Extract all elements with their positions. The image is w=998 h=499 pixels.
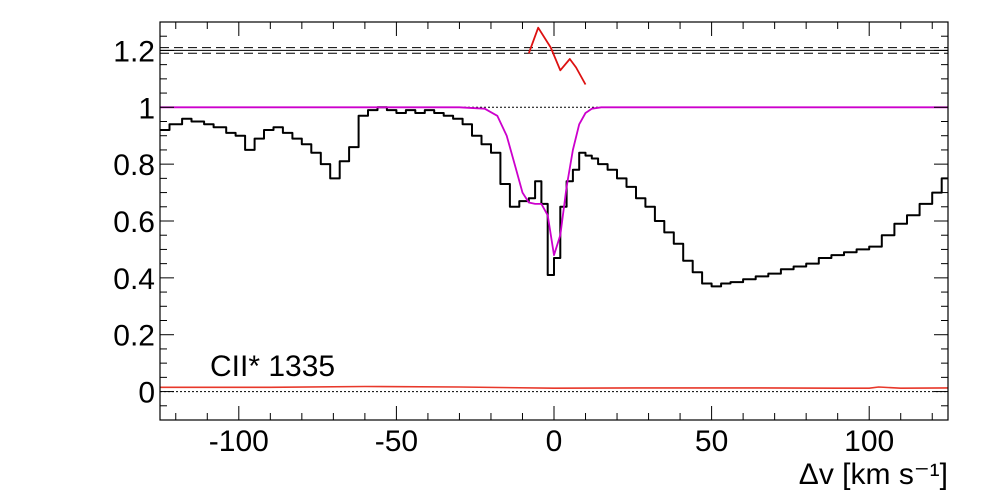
y-tick-label: 1.2 bbox=[113, 35, 155, 68]
axes bbox=[159, 21, 949, 421]
data-series bbox=[160, 26, 949, 389]
x-tick-label: -100 bbox=[209, 425, 269, 458]
y-tick-label: 0 bbox=[138, 377, 155, 410]
x-axis-title: Δv [km s⁻¹] bbox=[799, 458, 948, 491]
y-tick-label: 1 bbox=[138, 92, 155, 125]
y-tick-label: 0.4 bbox=[113, 263, 155, 296]
x-tick-label: 0 bbox=[546, 425, 563, 458]
y-tick-label: 0.8 bbox=[113, 149, 155, 182]
series-flux bbox=[160, 106, 948, 288]
x-tick-label: 50 bbox=[695, 425, 728, 458]
y-tick-label: 0.6 bbox=[113, 206, 155, 239]
series-model bbox=[160, 106, 948, 256]
x-tick-label: -50 bbox=[375, 425, 418, 458]
ion-label: CII* 1335 bbox=[210, 350, 335, 383]
tick-labels: -100 -50 0 50 100 0 0.2 0.4 0.6 0.8 1 1.2 bbox=[113, 35, 894, 458]
series-error bbox=[160, 385, 949, 389]
y-tick-label: 0.2 bbox=[113, 320, 155, 353]
series-residual bbox=[527, 26, 587, 85]
x-tick-label: 100 bbox=[844, 425, 894, 458]
